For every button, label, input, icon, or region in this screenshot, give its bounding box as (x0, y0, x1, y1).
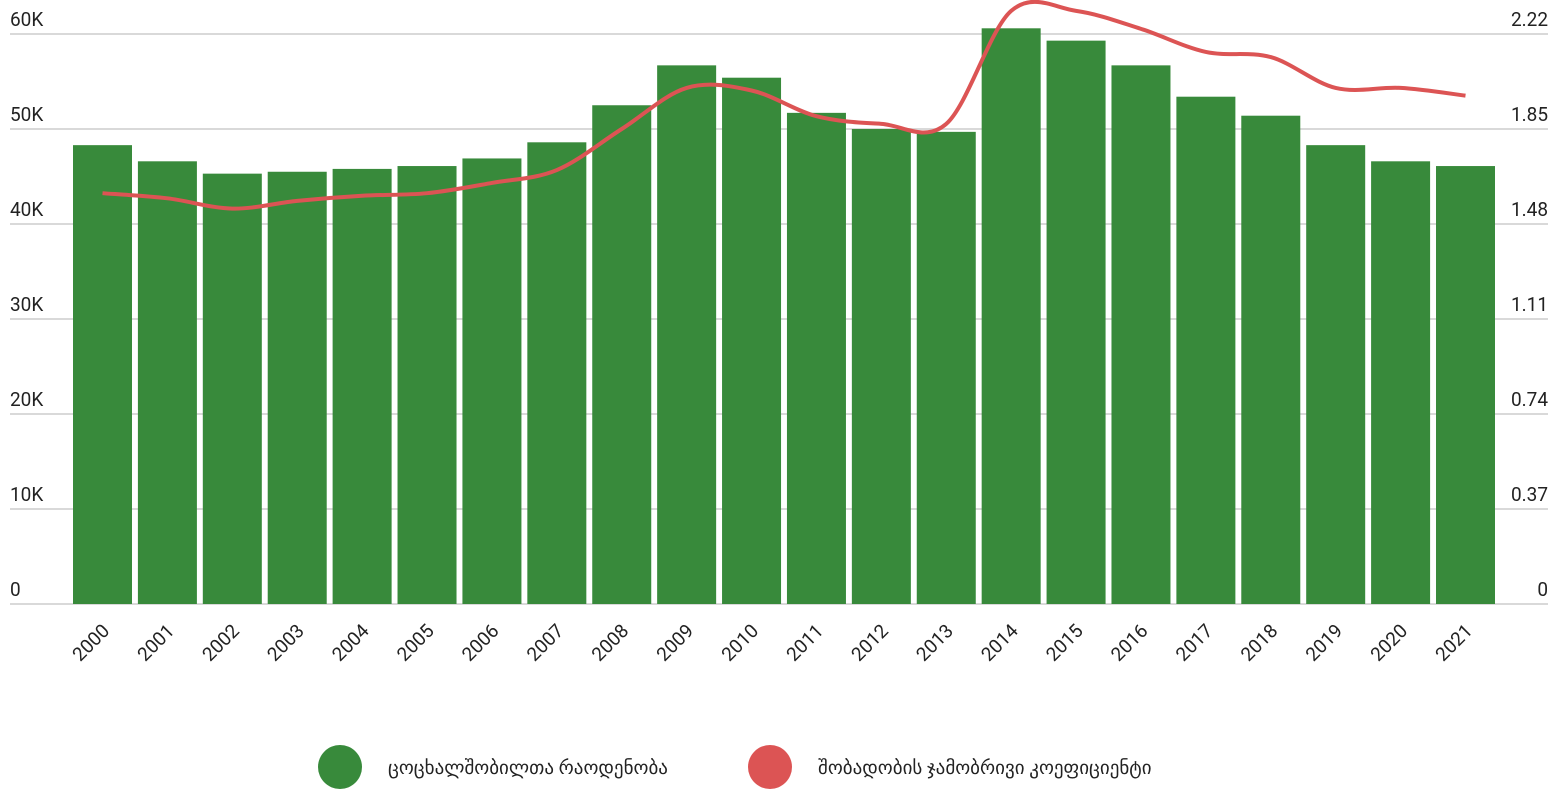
bar (1046, 40, 1106, 604)
x-tick-label: 2013 (911, 619, 957, 665)
x-tick-label: 2019 (1301, 619, 1347, 665)
bar (73, 145, 132, 604)
legend-marker (748, 745, 792, 789)
bar (202, 173, 262, 604)
legend-label: ცოცხალშობილთა რაოდენობა (388, 756, 668, 779)
y2-tick-label: 0 (1537, 578, 1548, 601)
y2-tick-label: 1.85 (1511, 103, 1548, 126)
bar (1241, 115, 1301, 604)
x-tick-label: 2018 (1236, 619, 1282, 665)
bar (722, 77, 782, 604)
bar (1371, 161, 1431, 605)
bar (851, 129, 911, 604)
y-tick-label: 60K (10, 8, 43, 31)
x-tick-label: 2010 (717, 619, 763, 665)
y2-tick-label: 1.48 (1511, 198, 1548, 221)
bar (137, 161, 197, 605)
bar (916, 131, 976, 604)
bar (267, 171, 327, 604)
y2-tick-label: 0.37 (1511, 483, 1548, 506)
y2-tick-label: 2.22 (1511, 8, 1548, 31)
x-tick-label: 2001 (132, 619, 178, 665)
x-tick-label: 2005 (392, 619, 438, 665)
bar (462, 158, 522, 604)
bar (592, 105, 652, 604)
bar (527, 142, 587, 605)
x-tick-label: 2017 (1171, 619, 1217, 665)
y2-tick-label: 1.11 (1511, 293, 1548, 316)
x-tick-label: 2016 (1106, 619, 1152, 665)
x-tick-label: 2012 (846, 619, 892, 665)
x-tick-label: 2002 (197, 619, 243, 665)
x-tick-label: 2014 (976, 619, 1023, 666)
bar (657, 65, 717, 605)
bar (981, 28, 1041, 605)
y-tick-label: 0 (10, 578, 21, 601)
x-tick-label: 2000 (68, 619, 114, 665)
x-tick-label: 2007 (522, 619, 568, 665)
y-tick-label: 30K (10, 293, 43, 316)
bar (397, 166, 457, 605)
legend-label: შობადობის ჯამობრივი კოეფიციენტი (818, 756, 1152, 779)
bar (1436, 166, 1495, 605)
x-tick-label: 2011 (782, 619, 828, 665)
x-tick-label: 2021 (1431, 619, 1477, 665)
legend-marker (318, 745, 362, 789)
y-tick-label: 50K (10, 103, 43, 126)
x-tick-label: 2009 (652, 619, 698, 665)
x-tick-label: 2003 (262, 619, 308, 665)
x-tick-label: 2020 (1366, 619, 1412, 665)
bar (786, 112, 846, 604)
bar (1176, 96, 1236, 604)
y-tick-label: 40K (10, 198, 43, 221)
x-tick-label: 2015 (1041, 619, 1087, 665)
bar (1306, 145, 1366, 604)
y-tick-label: 20K (10, 388, 43, 411)
x-tick-label: 2006 (457, 619, 503, 665)
y2-tick-label: 0.74 (1511, 388, 1548, 411)
x-tick-label: 2004 (327, 619, 374, 666)
line (102, 0, 1466, 211)
bar (332, 168, 392, 604)
x-tick-label: 2008 (587, 619, 633, 665)
bar (1111, 65, 1171, 605)
y-tick-label: 10K (10, 483, 43, 506)
